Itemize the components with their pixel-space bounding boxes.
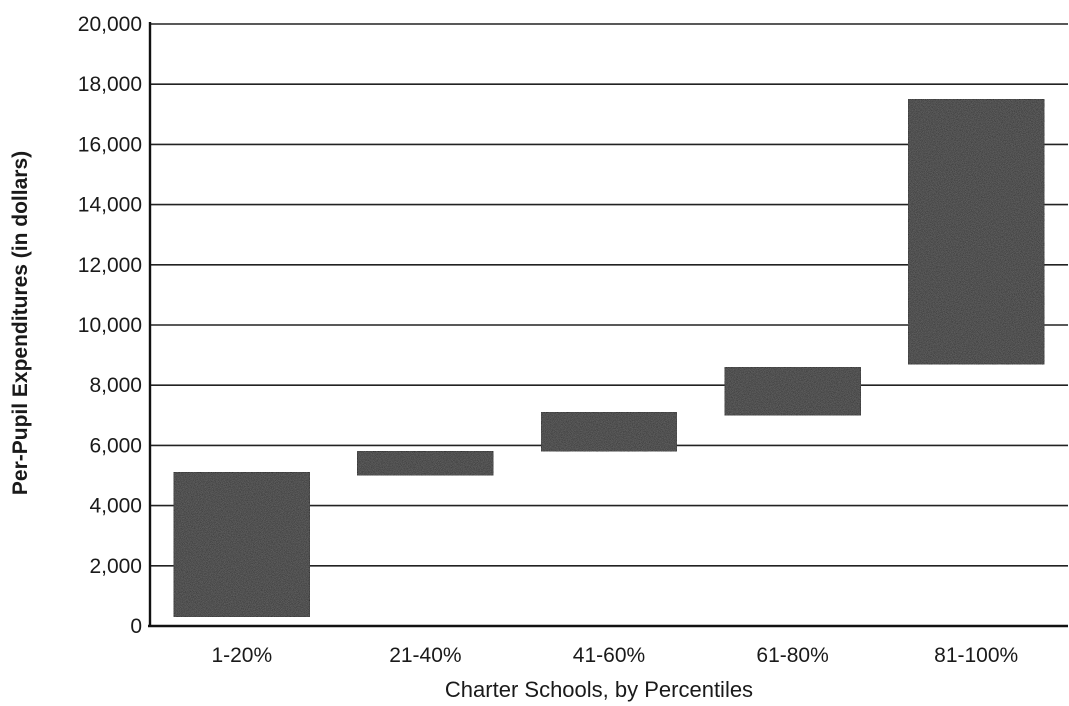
y-axis-title: Per-Pupil Expenditures (in dollars) [9, 151, 32, 495]
y-tick-labels: 0 2,000 4,000 6,000 8,000 10,000 12,000 14,000 1… [78, 13, 142, 638]
range-bar [173, 471, 311, 618]
x-tick-label: 1-20% [211, 644, 272, 667]
x-axis-title: Charter Schools, by Percentiles [445, 677, 753, 702]
x-tick-label: 21-40% [389, 644, 461, 667]
y-tick-label: 12,000 [78, 254, 142, 277]
x-tick-label: 81-100% [934, 644, 1018, 667]
bars [173, 98, 1045, 618]
y-tick-label: 10,000 [78, 314, 142, 337]
range-bar [540, 411, 678, 452]
x-tick-label: 41-60% [573, 644, 645, 667]
x-tick-label: 61-80% [756, 644, 828, 667]
range-bar [724, 366, 862, 416]
range-bar [907, 98, 1045, 365]
y-tick-label: 4,000 [89, 495, 142, 518]
y-tick-label: 14,000 [78, 194, 142, 217]
axes [148, 22, 1068, 628]
x-tick-labels: 1-20% 21-40% 41-60% 61-80% 81-100% [211, 644, 1018, 667]
y-tick-label: 20,000 [78, 13, 142, 36]
y-tick-label: 16,000 [78, 133, 142, 156]
range-bar [356, 450, 494, 477]
y-tick-label: 6,000 [89, 434, 142, 457]
y-tick-label: 0 [130, 615, 142, 638]
y-tick-label: 8,000 [89, 374, 142, 397]
y-tick-label: 2,000 [89, 555, 142, 578]
y-tick-label: 18,000 [78, 73, 142, 96]
